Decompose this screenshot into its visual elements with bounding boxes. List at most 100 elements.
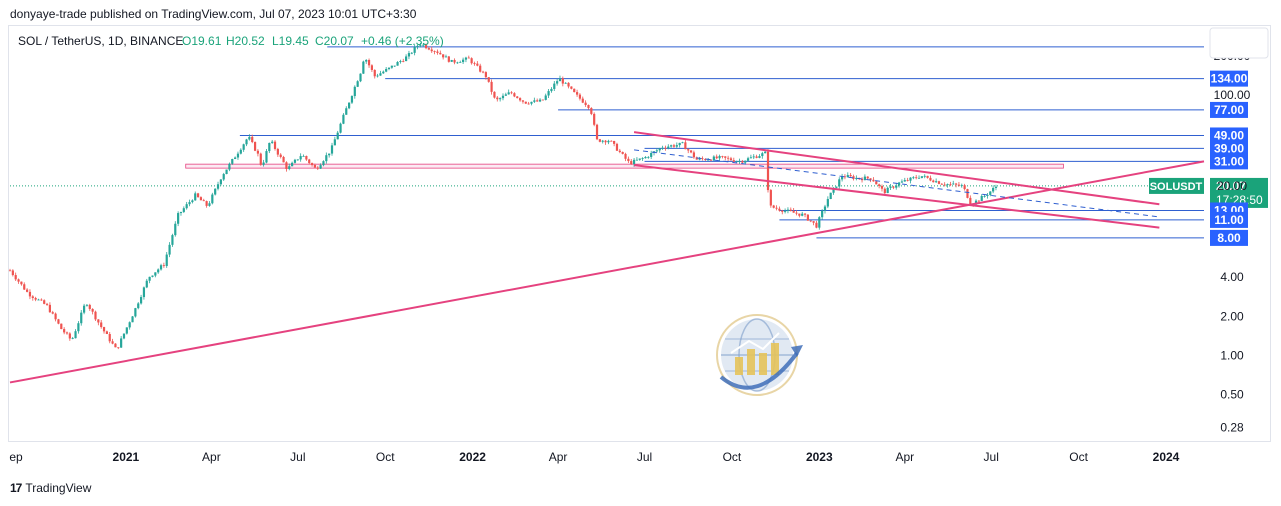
candle-body	[863, 176, 866, 181]
candle	[613, 140, 616, 147]
candle-body	[615, 143, 619, 151]
candle-body	[97, 319, 100, 323]
candle-body	[695, 157, 698, 160]
candle	[937, 180, 941, 185]
candle	[863, 174, 866, 181]
x-tick-label: Apr	[895, 450, 914, 464]
candle	[652, 150, 656, 156]
candle-body	[322, 161, 325, 166]
dashed-trendline	[634, 149, 1160, 218]
candle-body	[228, 163, 231, 170]
candle-body	[48, 304, 51, 313]
candle-body	[34, 297, 37, 300]
candle-body	[57, 319, 60, 324]
candle-body	[575, 92, 579, 95]
candle	[74, 329, 77, 339]
candle-body	[536, 100, 539, 102]
candle	[259, 152, 262, 166]
x-axis[interactable]: ep 2021 Apr Jul Oct 2022 Apr Jul Oct 2023 Apr Jul Oc…	[9, 450, 1179, 464]
candle-body	[875, 181, 878, 185]
y-tick-label: 1.00	[1220, 348, 1244, 362]
candle-body	[481, 71, 485, 73]
candle-body	[601, 140, 604, 142]
candle-body	[117, 347, 120, 349]
candle-body	[960, 185, 963, 187]
candle-body	[271, 141, 274, 143]
candle	[963, 183, 966, 191]
candle	[128, 321, 131, 330]
candle	[473, 61, 476, 66]
candle-body	[724, 156, 727, 158]
candle	[202, 198, 205, 202]
candle-body	[342, 114, 345, 124]
candle	[43, 299, 46, 305]
candle	[484, 71, 487, 80]
candle-body	[102, 327, 106, 332]
candle	[131, 315, 134, 323]
candle-body	[635, 159, 639, 161]
x-tick-label: 2023	[806, 450, 833, 464]
candle	[823, 204, 827, 214]
candle	[362, 60, 365, 74]
candle-body	[308, 159, 311, 164]
candle	[658, 147, 661, 153]
candle	[8, 268, 12, 272]
candle	[165, 252, 168, 268]
candle-body	[427, 48, 430, 50]
candle-body	[285, 162, 288, 169]
scale-settings-button[interactable]	[1209, 27, 1269, 59]
candle	[584, 100, 587, 107]
candle	[342, 113, 345, 125]
trendline	[633, 131, 1160, 206]
candle	[288, 163, 291, 171]
candle-body	[624, 153, 627, 159]
candle-body	[980, 195, 983, 201]
candle	[122, 333, 126, 340]
candle	[470, 57, 473, 65]
candle	[273, 140, 277, 151]
candle-body	[558, 78, 562, 82]
candle-body	[348, 102, 351, 109]
trend-layer	[9, 131, 1205, 384]
candle	[875, 180, 878, 185]
candle	[348, 102, 351, 110]
candle-body	[305, 155, 308, 160]
candle-body	[650, 152, 653, 157]
candle	[835, 186, 838, 189]
candle-body	[992, 187, 995, 192]
candle	[310, 162, 314, 167]
candle-body	[345, 108, 348, 115]
level-layer	[10, 46, 1204, 239]
candle-body	[111, 341, 114, 344]
candle	[168, 242, 171, 258]
candle-body	[310, 163, 314, 165]
candle-body	[667, 146, 670, 149]
candle	[541, 99, 544, 101]
candle	[801, 211, 804, 217]
candle	[550, 87, 553, 93]
candle-body	[510, 92, 513, 94]
candle	[71, 336, 74, 340]
candle-body	[784, 210, 787, 212]
candle	[840, 173, 844, 182]
candle	[376, 73, 379, 78]
candle-body	[954, 183, 958, 185]
candle-body	[675, 145, 678, 147]
candle	[789, 207, 792, 212]
candle-body	[125, 327, 128, 334]
candle	[330, 142, 334, 156]
candle	[117, 347, 120, 350]
candle	[151, 275, 154, 278]
candle-body	[450, 59, 453, 62]
candle-body	[829, 192, 832, 200]
candle-body	[100, 322, 103, 328]
candle-body	[194, 193, 197, 201]
candle-body	[584, 102, 587, 106]
candle-body	[268, 142, 271, 152]
candle	[587, 104, 590, 110]
candle	[704, 158, 707, 162]
candle	[251, 134, 254, 144]
candle-body	[231, 159, 234, 164]
candle-body	[561, 78, 564, 84]
